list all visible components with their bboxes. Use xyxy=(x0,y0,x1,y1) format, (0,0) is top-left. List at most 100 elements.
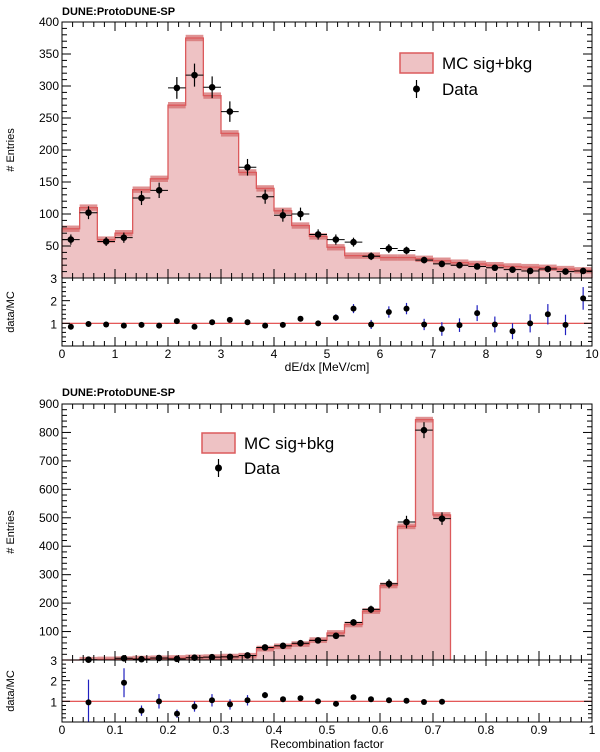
ratio-point xyxy=(368,321,375,328)
x-tick-label: 10 xyxy=(585,347,599,361)
ratio-point xyxy=(297,695,304,702)
y-tick-label: 200 xyxy=(39,143,59,157)
legend-mc-label: MC sig+bkg xyxy=(442,54,532,73)
ratio-point xyxy=(280,696,287,703)
ratio-y-axis-label: data/MC xyxy=(5,670,17,712)
ratio-point xyxy=(367,696,374,703)
mc-uncertainty-band xyxy=(97,656,115,660)
ratio-point xyxy=(350,694,357,701)
x-tick-label: 0 xyxy=(59,347,66,361)
ratio-point xyxy=(85,321,92,328)
data-point xyxy=(403,518,410,526)
data-point xyxy=(509,266,516,273)
ratio-point xyxy=(191,323,198,330)
ratio-point xyxy=(403,697,410,704)
data-point xyxy=(279,211,287,219)
ratio-point xyxy=(244,319,251,326)
data-point xyxy=(226,108,234,115)
recombination-panel: DUNE:ProtoDUNE-SP 100 200 300 400 500 600 700 80… xyxy=(5,387,596,751)
data-point xyxy=(85,209,92,217)
ratio-point xyxy=(509,328,516,335)
x-tick-label: 0 xyxy=(59,723,66,737)
data-point xyxy=(208,83,216,91)
ratio-point xyxy=(156,322,163,329)
ratio-point xyxy=(314,698,321,705)
y-tick-label: 300 xyxy=(39,568,59,582)
y-tick-label: 350 xyxy=(39,47,59,61)
data-point xyxy=(244,163,251,171)
data-point xyxy=(526,267,534,275)
legend-data-label: Data xyxy=(442,80,478,99)
data-point xyxy=(438,515,446,522)
x-tick-label: 0.5 xyxy=(319,723,336,737)
chart-title: DUNE:ProtoDUNE-SP xyxy=(62,387,175,399)
data-point xyxy=(420,426,428,434)
y-axis-label: # Entries xyxy=(5,128,17,172)
data-point xyxy=(120,234,128,241)
ratio-point xyxy=(261,692,268,699)
legend-data-label: Data xyxy=(244,459,280,478)
ratio-point xyxy=(227,701,234,708)
data-point xyxy=(297,210,304,218)
ratio-point xyxy=(439,698,446,705)
ratio-point xyxy=(138,707,145,714)
x-tick-label: 7 xyxy=(430,347,437,361)
x-axis-label: dE/dx [MeV/cm] xyxy=(285,360,370,374)
data-point xyxy=(438,260,446,268)
ratio-point xyxy=(121,679,128,686)
ratio-point xyxy=(315,320,322,327)
data-point xyxy=(102,238,110,245)
x-tick-label: 1 xyxy=(112,347,119,361)
y-tick-label: 100 xyxy=(39,207,59,221)
y-tick-label: 700 xyxy=(39,454,59,468)
ratio-y-axis-label: data/MC xyxy=(5,291,17,333)
ratio-point xyxy=(174,710,181,717)
legend-mc-swatch xyxy=(201,432,236,454)
y-tick-label: 300 xyxy=(39,79,59,93)
data-point xyxy=(562,268,569,275)
legend-mc-swatch xyxy=(399,52,434,74)
x-tick-label: 8 xyxy=(483,347,490,361)
ratio-point xyxy=(420,698,427,705)
data-point xyxy=(261,644,269,651)
data-point xyxy=(456,261,463,269)
y-tick-label: 900 xyxy=(39,397,59,411)
y-tick-label: 50 xyxy=(46,239,60,253)
data-point xyxy=(155,187,163,194)
mc-histogram-fill xyxy=(62,419,451,660)
data-point xyxy=(138,194,145,202)
y-tick-label: 600 xyxy=(39,482,59,496)
data-point xyxy=(332,632,340,640)
x-tick-label: 3 xyxy=(218,347,225,361)
x-tick-label: 2 xyxy=(165,347,172,361)
x-tick-label: 0.6 xyxy=(372,723,389,737)
x-axis-label: Recombination factor xyxy=(270,737,383,751)
ratio-tick-label: 1 xyxy=(50,695,57,709)
ratio-point xyxy=(103,321,110,328)
data-point xyxy=(385,245,393,252)
ratio-point xyxy=(438,326,445,332)
ratio-point xyxy=(262,322,269,329)
legend-data-marker xyxy=(215,464,222,472)
x-tick-label: 1 xyxy=(589,723,596,737)
ratio-point xyxy=(456,322,463,329)
ratio-tick-label: 1 xyxy=(50,317,57,331)
ratio-point xyxy=(385,309,392,315)
y-tick-label: 100 xyxy=(39,625,59,639)
y-tick-label: 200 xyxy=(39,596,59,610)
ratio-point xyxy=(350,305,357,312)
ratio-point xyxy=(333,700,340,707)
ratio-point xyxy=(120,322,127,329)
data-point xyxy=(385,580,393,588)
ratio-tick-label: 2 xyxy=(50,295,57,309)
x-tick-label: 0.9 xyxy=(531,723,548,737)
data-point xyxy=(420,256,428,264)
ratio-point xyxy=(386,697,393,704)
data-point xyxy=(544,265,552,273)
data-point xyxy=(332,236,340,243)
ratio-point xyxy=(173,318,180,325)
x-tick-label: 0.4 xyxy=(266,723,283,737)
data-point xyxy=(314,231,322,238)
x-tick-label: 4 xyxy=(271,347,278,361)
y-tick-label: 250 xyxy=(39,111,59,125)
